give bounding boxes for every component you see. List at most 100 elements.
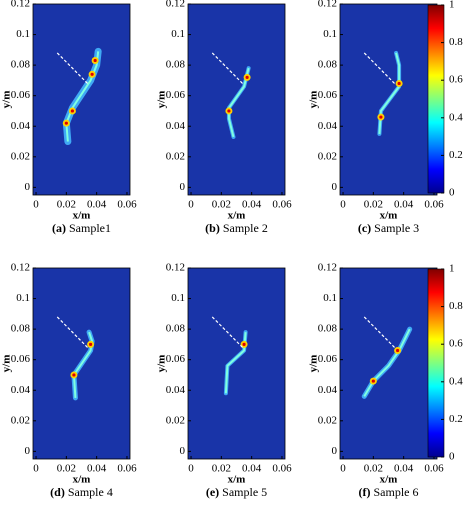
caption-text: Sample 2 bbox=[223, 221, 268, 235]
caption: (b) Sample 2 bbox=[205, 221, 268, 235]
colorbar-tick-label: 0.6 bbox=[449, 74, 463, 86]
y-axis-label: y/m bbox=[156, 355, 168, 373]
x-tick-label: 0 bbox=[33, 199, 39, 211]
hot-spot bbox=[371, 379, 375, 383]
x-tick-label: 0.04 bbox=[394, 463, 414, 475]
x-tick-label: 0.04 bbox=[242, 199, 262, 211]
colorbar-tick-label: 0.4 bbox=[449, 111, 463, 123]
y-tick-label: 0.08 bbox=[166, 323, 186, 335]
y-tick-label: 0.08 bbox=[11, 323, 31, 335]
x-tick-label: 0.02 bbox=[364, 463, 383, 475]
caption-text: Sample 6 bbox=[374, 485, 419, 499]
notch-line bbox=[363, 316, 395, 348]
hot-spot bbox=[64, 121, 68, 125]
y-axis-label: y/m bbox=[308, 91, 320, 109]
notch-line bbox=[56, 52, 88, 84]
y-tick-label: 0.02 bbox=[166, 150, 185, 162]
y-tick-label: 0.06 bbox=[318, 353, 338, 365]
x-axis-label: x/m bbox=[228, 474, 246, 486]
hot-spot bbox=[70, 109, 75, 113]
y-tick-label: 0 bbox=[180, 445, 186, 457]
x-axis-label: x/m bbox=[228, 210, 246, 222]
notch-line bbox=[56, 316, 88, 348]
axes-frame bbox=[32, 3, 131, 196]
y-tick-label: 0.1 bbox=[171, 292, 185, 304]
y-tick-label: 0.12 bbox=[166, 0, 185, 10]
caption-text: Sample 3 bbox=[374, 221, 419, 235]
axes-frame bbox=[32, 267, 131, 460]
y-tick-label: 0 bbox=[180, 181, 186, 193]
y-tick-label: 0.06 bbox=[166, 89, 186, 101]
crack-core bbox=[72, 331, 94, 398]
y-tick-label: 0.06 bbox=[166, 353, 186, 365]
axes-frame bbox=[187, 267, 286, 460]
y-tick-label: 0.04 bbox=[166, 384, 186, 396]
x-tick-label: 0.06 bbox=[424, 199, 444, 211]
y-tick-label: 0.12 bbox=[318, 262, 337, 274]
colorbar-tick-label: 0 bbox=[449, 451, 455, 463]
y-tick-label: 0 bbox=[332, 445, 338, 457]
notch-line bbox=[211, 52, 243, 84]
x-tick-label: 0.02 bbox=[57, 199, 76, 211]
y-tick-label: 0.06 bbox=[11, 353, 31, 365]
colorbar-tick-label: 0.8 bbox=[449, 36, 463, 48]
y-axis-label: y/m bbox=[156, 91, 168, 109]
x-axis-label: x/m bbox=[73, 474, 91, 486]
colorbar bbox=[427, 4, 445, 194]
y-tick-label: 0.1 bbox=[16, 28, 30, 40]
x-tick-label: 0 bbox=[340, 199, 346, 211]
hot-spot bbox=[90, 72, 94, 76]
y-tick-label: 0.08 bbox=[318, 59, 338, 71]
y-tick-label: 0.04 bbox=[318, 384, 338, 396]
y-tick-label: 0.12 bbox=[318, 0, 337, 10]
hot-spot bbox=[72, 373, 76, 377]
x-tick-label: 0 bbox=[340, 463, 346, 475]
y-tick-label: 0.02 bbox=[11, 414, 30, 426]
x-tick-label: 0 bbox=[33, 463, 39, 475]
axes-frame bbox=[187, 3, 286, 196]
y-axis-label: y/m bbox=[308, 355, 320, 373]
y-tick-label: 0.02 bbox=[318, 150, 337, 162]
colorbar-tick-label: 0.2 bbox=[449, 149, 463, 161]
y-tick-label: 0.1 bbox=[16, 292, 30, 304]
y-tick-label: 0.12 bbox=[11, 0, 30, 10]
caption-text: Sample 4 bbox=[68, 485, 113, 499]
y-tick-label: 0.04 bbox=[318, 120, 338, 132]
x-tick-label: 0.06 bbox=[117, 199, 137, 211]
caption-label: (e) bbox=[206, 485, 219, 499]
x-axis-label: x/m bbox=[73, 210, 91, 222]
x-tick-label: 0.04 bbox=[394, 199, 414, 211]
y-tick-label: 0.08 bbox=[166, 59, 186, 71]
x-tick-label: 0 bbox=[188, 463, 194, 475]
colorbar-tick-label: 0.6 bbox=[449, 338, 463, 350]
caption: (a) Sample1 bbox=[52, 221, 111, 235]
caption: (d) Sample 4 bbox=[50, 485, 113, 499]
hot-spot bbox=[227, 109, 231, 113]
y-tick-label: 0.1 bbox=[323, 28, 337, 40]
y-tick-label: 0 bbox=[332, 181, 338, 193]
x-tick-label: 0.04 bbox=[242, 463, 262, 475]
y-tick-label: 0.02 bbox=[11, 150, 30, 162]
caption-text: Sample1 bbox=[69, 221, 111, 235]
x-axis-label: x/m bbox=[380, 210, 398, 222]
hot-spot bbox=[245, 75, 249, 79]
y-tick-label: 0.1 bbox=[323, 292, 337, 304]
colorbar-tick-label: 0.8 bbox=[449, 300, 463, 312]
y-axis-label: y/m bbox=[1, 355, 13, 373]
caption-text: Sample 5 bbox=[222, 485, 267, 499]
crack-core bbox=[363, 328, 411, 397]
heatmap-field bbox=[188, 268, 285, 459]
y-tick-label: 0.06 bbox=[11, 89, 31, 101]
y-tick-label: 0.04 bbox=[11, 120, 31, 132]
hot-spot bbox=[242, 342, 246, 346]
x-tick-label: 0.06 bbox=[272, 463, 292, 475]
hot-spot bbox=[93, 58, 97, 63]
x-tick-label: 0.02 bbox=[57, 463, 76, 475]
colorbar-tick-label: 0.2 bbox=[449, 413, 463, 425]
y-tick-label: 0.12 bbox=[11, 262, 30, 274]
colorbar-tick-label: 0 bbox=[449, 187, 455, 199]
hot-spot bbox=[88, 342, 93, 346]
caption-label: (a) bbox=[52, 221, 66, 235]
caption: (f) Sample 6 bbox=[359, 485, 419, 499]
y-tick-label: 0.06 bbox=[318, 89, 338, 101]
